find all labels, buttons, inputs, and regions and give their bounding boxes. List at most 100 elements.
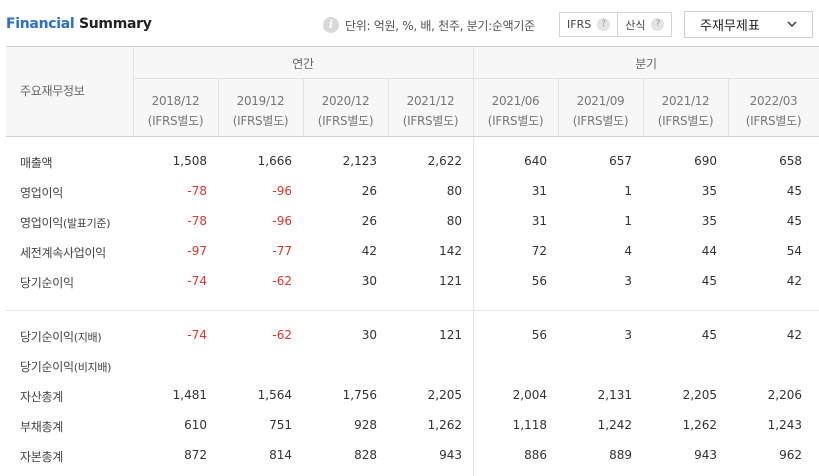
table-cell: -96 (272, 184, 292, 198)
chevron-down-icon (787, 21, 797, 27)
table-cell: 1,666 (257, 154, 292, 168)
row-label-text: 당기순이익 (20, 330, 74, 344)
table-cell: -77 (272, 244, 292, 258)
row-label: 매출액 (20, 154, 53, 171)
table-header (6, 47, 819, 136)
title-summary: Summary (74, 16, 152, 32)
row-label-text: 매출액 (20, 156, 53, 170)
table-cell: 56 (531, 274, 547, 288)
table-cell: 35 (701, 184, 717, 198)
table-cell: 42 (361, 244, 377, 258)
table-cell: 2,123 (342, 154, 377, 168)
table-cell: 2,206 (767, 388, 802, 402)
table-cell: -96 (272, 214, 292, 228)
help-icon[interactable]: ? (651, 18, 665, 31)
statement-type-value: 주재무제표 (700, 19, 760, 34)
table-cell: 1,242 (597, 418, 632, 432)
table-cell: 872 (184, 448, 207, 462)
table-cell: 610 (184, 418, 207, 432)
table-cell: 640 (524, 154, 547, 168)
table-cell: 30 (361, 274, 377, 288)
table-cell: 31 (531, 184, 547, 198)
group-separator (6, 310, 819, 311)
title-financial: Financial (6, 16, 75, 32)
row-label-text: 세전계속사업이익 (20, 246, 106, 260)
row-label: 영업이익 (20, 184, 63, 201)
table-cell: 45 (701, 274, 717, 288)
table-cell: 1,564 (257, 388, 292, 402)
table-cell: 3 (624, 328, 632, 342)
row-label-suffix: (지배) (73, 331, 102, 344)
basis-toggle: IFRS ? 산식 ? (559, 12, 673, 37)
table-cell: 80 (446, 214, 462, 228)
row-label-text: 당기순이익 (20, 276, 74, 290)
period-header[interactable]: 2021/06 (IFRS별도) (487, 94, 544, 128)
table-cell: 889 (609, 448, 632, 462)
period-header[interactable]: 2021/12 (IFRS별도) (657, 94, 714, 128)
table-cell: -78 (187, 184, 207, 198)
table-cell: 45 (786, 214, 802, 228)
period-header[interactable]: 2019/12 (IFRS별도) (232, 94, 289, 128)
table-cell: 2,004 (512, 388, 547, 402)
table-cell: 42 (786, 274, 802, 288)
row-label: 당기순이익 (20, 274, 74, 291)
table-cell: 814 (269, 448, 292, 462)
table-cell: 30 (361, 328, 377, 342)
corner-label: 주요재무정보 (20, 84, 85, 98)
table-cell: 1 (624, 214, 632, 228)
period-header[interactable]: 2021/12 (IFRS별도) (402, 94, 459, 128)
table-cell: 142 (439, 244, 462, 258)
table-cell: 72 (531, 244, 547, 258)
table-cell: -74 (187, 328, 207, 342)
section-title: Financial Summary (6, 16, 152, 32)
row-label: 영업이익(발표기준) (20, 214, 111, 231)
table-cell: 26 (361, 184, 377, 198)
info-icon[interactable]: i (323, 17, 339, 33)
period-header[interactable]: 2022/03 (IFRS별도) (745, 94, 802, 128)
table-cell: 690 (694, 154, 717, 168)
row-label: 세전계속사업이익 (20, 244, 106, 261)
table-cell: 1,756 (342, 388, 377, 402)
ifrs-toggle-button[interactable]: IFRS ? (560, 13, 617, 36)
table-cell: 886 (524, 448, 547, 462)
summary-header: Financial Summary i 단위: 억원, %, 배, 천주, 분기… (0, 0, 819, 46)
formula-toggle-button[interactable]: 산식 ? (617, 13, 671, 36)
row-label-text: 자산총계 (20, 390, 63, 404)
annual-group-header: 연간 (292, 57, 314, 71)
table-cell: 4 (624, 244, 632, 258)
unit-note: 단위: 억원, %, 배, 천주, 분기:순액기준 (345, 19, 535, 33)
period-header[interactable]: 2018/12 (IFRS별도) (147, 94, 204, 128)
row-label-text: 당기순이익 (20, 360, 74, 374)
row-label: 자산총계 (20, 388, 63, 405)
table-cell: 928 (354, 418, 377, 432)
table-cell: 1,118 (512, 418, 547, 432)
statement-type-select[interactable]: 주재무제표 (684, 11, 813, 38)
table-cell: 1,508 (172, 154, 207, 168)
table-cell: 1,481 (172, 388, 207, 402)
row-label-text: 영업이익 (20, 216, 63, 230)
row-label-suffix: (발표기준) (62, 217, 111, 230)
table-cell: 657 (609, 154, 632, 168)
table-cell: -74 (187, 274, 207, 288)
table-cell: -62 (272, 274, 292, 288)
table-cell: 2,131 (597, 388, 632, 402)
row-label: 당기순이익(지배) (20, 328, 102, 345)
period-header[interactable]: 2021/09 (IFRS별도) (572, 94, 629, 128)
row-label-text: 영업이익 (20, 186, 63, 200)
table-cell: 56 (531, 328, 547, 342)
table-cell: 54 (786, 244, 802, 258)
table-cell: 80 (446, 184, 462, 198)
table-cell: 31 (531, 214, 547, 228)
table-cell: 121 (439, 274, 462, 288)
table-cell: -97 (187, 244, 207, 258)
table-cell: 44 (701, 244, 717, 258)
period-header[interactable]: 2020/12 (IFRS별도) (317, 94, 374, 128)
row-label: 부채총계 (20, 418, 63, 435)
table-cell: 1,243 (767, 418, 802, 432)
help-icon[interactable]: ? (597, 18, 611, 31)
ifrs-label: IFRS (567, 18, 592, 31)
table-cell: 1,262 (682, 418, 717, 432)
table-cell: 2,205 (427, 388, 462, 402)
table-cell: 962 (779, 448, 802, 462)
row-label-text: 부채총계 (20, 420, 63, 434)
